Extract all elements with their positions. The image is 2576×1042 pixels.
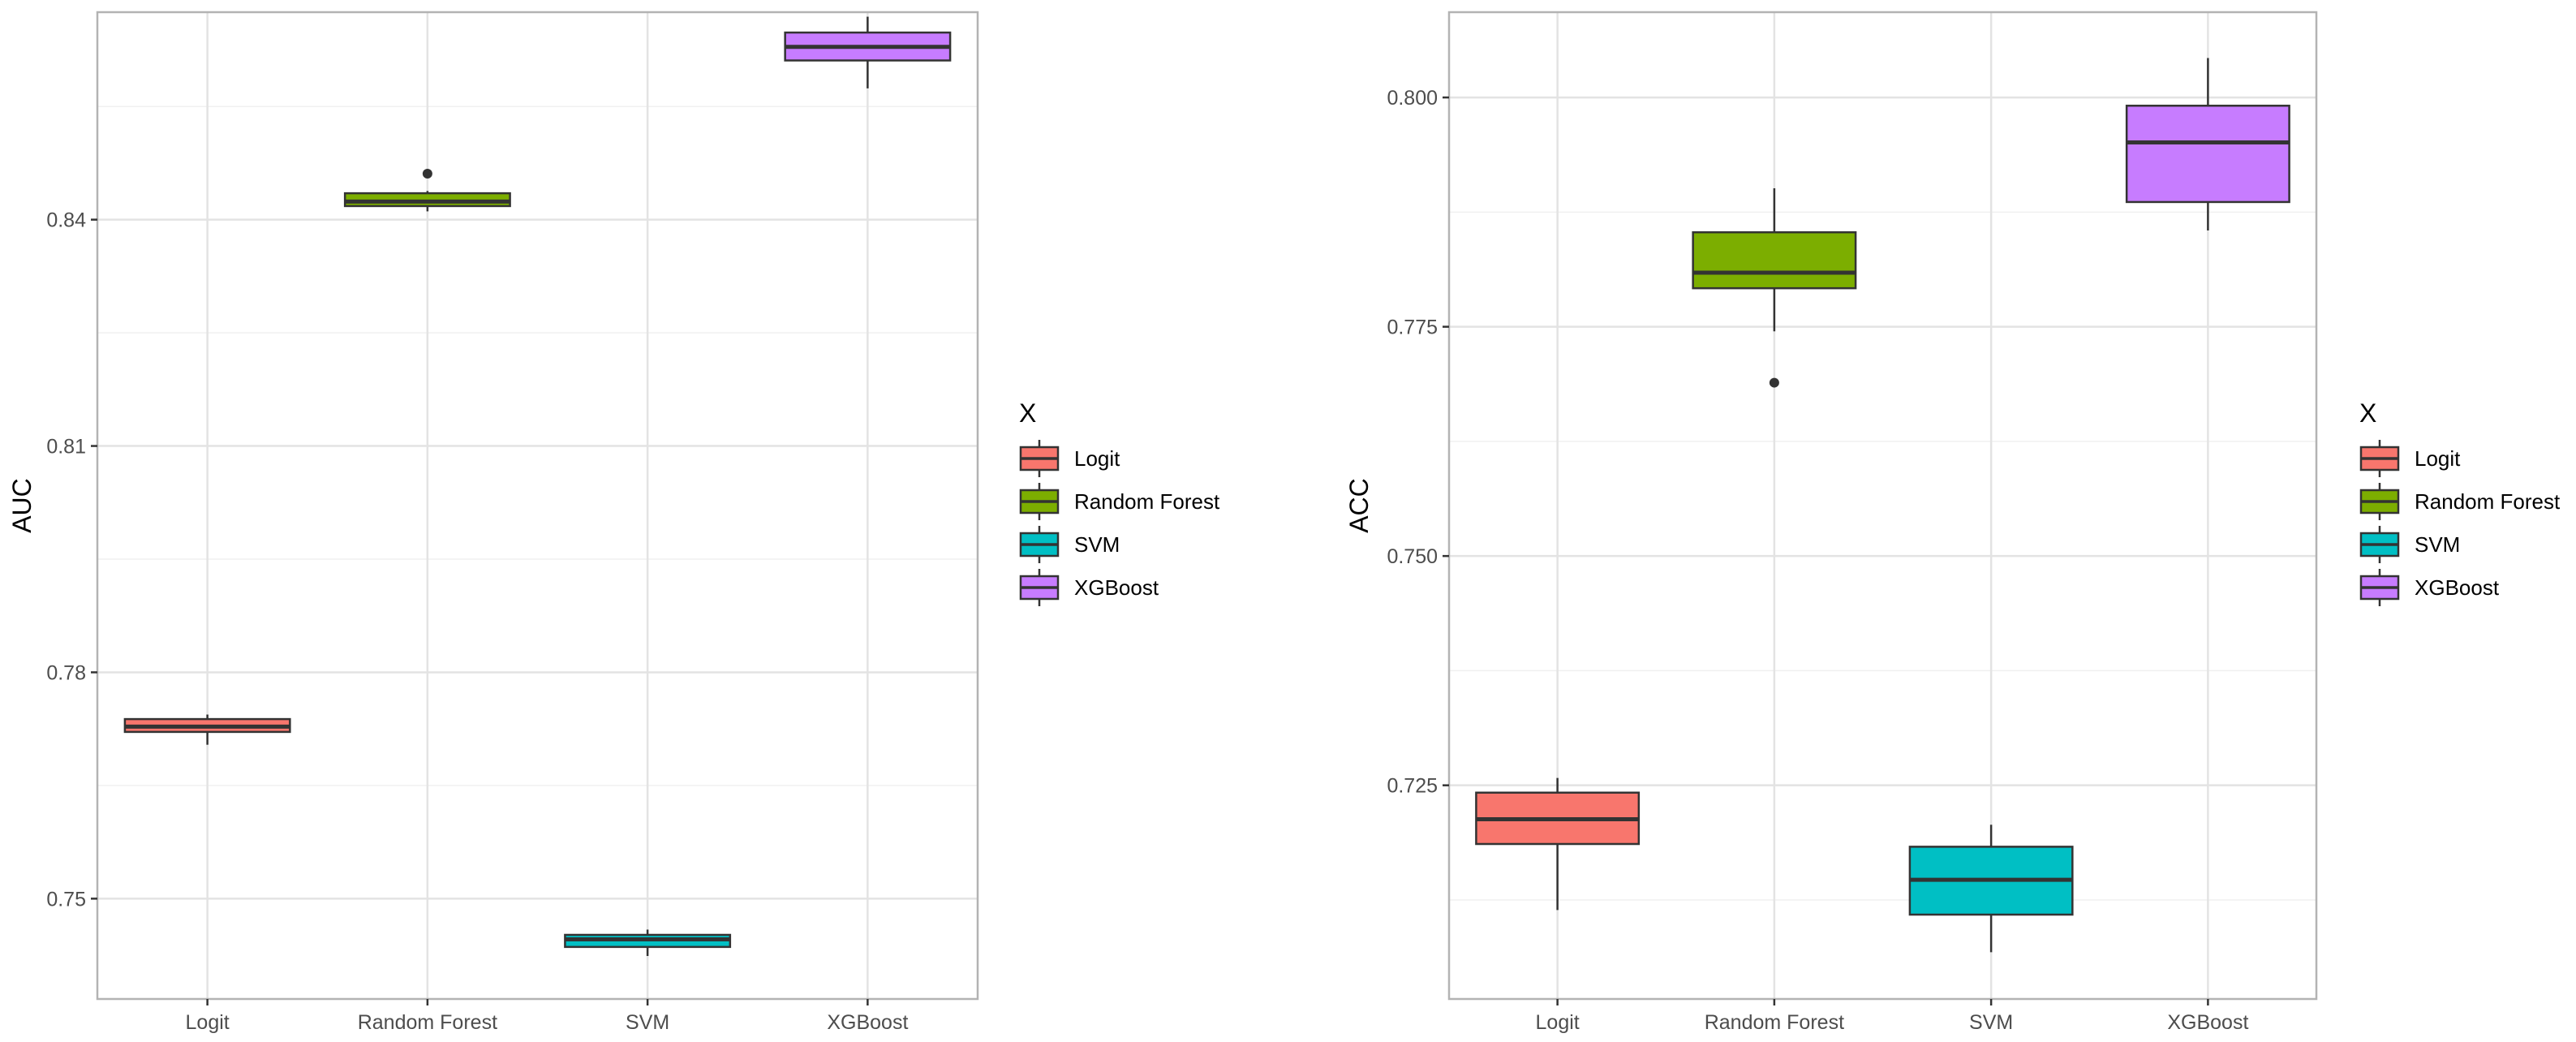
legend-key-svm bbox=[2359, 526, 2400, 563]
acc-y-tick-label: 0.800 bbox=[1387, 87, 1438, 110]
auc-x-tick-label: SVM bbox=[626, 1011, 669, 1034]
auc-y-tick-label: 0.78 bbox=[46, 661, 86, 684]
auc-box-svm bbox=[564, 929, 732, 957]
acc-x-tick-label: XGBoost bbox=[2167, 1011, 2248, 1034]
legend-title: X bbox=[2359, 398, 2376, 428]
auc-y-axis-title: AUC bbox=[7, 478, 37, 533]
acc-box-svm bbox=[1908, 825, 2074, 953]
legend-label: SVM bbox=[1074, 532, 1120, 557]
outlier-point bbox=[1769, 377, 1779, 388]
auc-x-tick-label: Random Forest bbox=[358, 1011, 497, 1034]
acc-boxplot-panel: 0.725 0.750 0.775 0.800 Logit Random Forest SV… bbox=[1344, 11, 2318, 1034]
box-iqr bbox=[2125, 105, 2290, 204]
auc-boxplot-panel: 0.75 0.78 0.81 0.84 Logit Random Forest SVM XGB… bbox=[7, 11, 979, 1034]
legend-key-xgboost bbox=[1019, 569, 1060, 606]
auc-box-logit bbox=[123, 714, 291, 745]
legend-label: Random Forest bbox=[1074, 489, 1220, 514]
auc-legend: X Logit Random Forest SVM XGBoost bbox=[1019, 398, 1220, 606]
legend-label: Random Forest bbox=[2415, 489, 2561, 514]
acc-panel-border bbox=[1447, 11, 2318, 1001]
auc-x-tick-label: XGBoost bbox=[827, 1011, 908, 1034]
outlier-point bbox=[422, 168, 432, 179]
acc-y-tick-label: 0.725 bbox=[1387, 775, 1438, 798]
acc-y-tick-label: 0.750 bbox=[1387, 545, 1438, 568]
legend-key-logit bbox=[2359, 440, 2400, 477]
auc-y-tick-label: 0.75 bbox=[46, 888, 86, 911]
legend-label: SVM bbox=[2415, 532, 2460, 557]
acc-box-xgboost bbox=[2125, 58, 2290, 230]
acc-legend: X Logit Random Forest SVM XGBoost bbox=[2359, 398, 2561, 606]
auc-y-tick-label: 0.84 bbox=[46, 209, 86, 232]
acc-y-axis-title: ACC bbox=[1344, 478, 1374, 533]
legend-label: XGBoost bbox=[1074, 575, 1159, 600]
legend-key-random-forest bbox=[1019, 483, 1060, 520]
auc-panel-border bbox=[96, 11, 979, 1001]
auc-box-random-forest bbox=[343, 168, 511, 212]
acc-box-logit bbox=[1475, 777, 1641, 911]
acc-y-tick-label: 0.775 bbox=[1387, 316, 1438, 339]
legend-label: Logit bbox=[2415, 446, 2461, 471]
legend-key-xgboost bbox=[2359, 569, 2400, 606]
legend-label: Logit bbox=[1074, 446, 1120, 471]
auc-panel-background bbox=[97, 12, 978, 999]
legend-title: X bbox=[1019, 398, 1036, 428]
acc-box-random-forest bbox=[1692, 187, 1857, 388]
legend-key-logit bbox=[1019, 440, 1060, 477]
auc-y-tick-label: 0.81 bbox=[46, 436, 86, 459]
acc-x-tick-label: Logit bbox=[1536, 1011, 1580, 1034]
auc-box-xgboost bbox=[784, 16, 952, 88]
legend-label: XGBoost bbox=[2415, 575, 2500, 600]
legend-key-random-forest bbox=[2359, 483, 2400, 520]
box-iqr bbox=[1692, 230, 1857, 290]
auc-x-tick-label: Logit bbox=[186, 1011, 230, 1034]
acc-x-tick-label: SVM bbox=[1969, 1011, 2013, 1034]
legend-key-svm bbox=[1019, 526, 1060, 563]
acc-x-tick-label: Random Forest bbox=[1705, 1011, 1844, 1034]
